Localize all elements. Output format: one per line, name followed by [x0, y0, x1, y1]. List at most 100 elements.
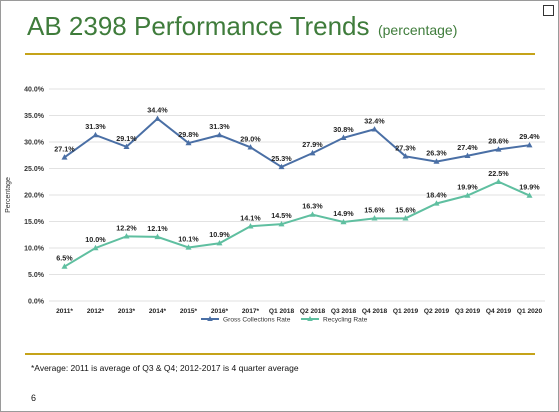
y-tick-label: 35.0% [24, 113, 45, 120]
legend-label: Recycling Rate [323, 317, 368, 324]
x-tick-label: Q4 2019 [486, 308, 512, 315]
data-point [185, 139, 192, 146]
x-tick-label: 2013* [118, 308, 136, 315]
data-label: 27.9% [302, 140, 323, 149]
legend-marker [307, 316, 313, 321]
y-tick-label: 25.0% [24, 166, 45, 173]
data-label: 6.5% [56, 254, 73, 263]
legend-marker [207, 316, 213, 321]
data-point [402, 153, 409, 159]
corner-box [543, 5, 554, 16]
data-point [371, 215, 378, 221]
data-point [402, 215, 409, 221]
data-point [433, 158, 440, 164]
data-label: 27.4% [457, 143, 478, 152]
data-point [340, 134, 347, 140]
data-label: 15.6% [364, 205, 385, 214]
data-point [526, 141, 533, 148]
data-point [216, 240, 223, 246]
y-tick-label: 10.0% [24, 246, 45, 253]
data-label: 30.8% [333, 125, 354, 134]
x-tick-label: 2014* [149, 308, 167, 315]
data-label: 10.1% [178, 234, 199, 243]
data-point [247, 144, 254, 150]
data-point [309, 149, 316, 156]
data-point [433, 200, 440, 206]
data-point [247, 223, 254, 229]
data-label: 12.2% [116, 223, 137, 232]
data-label: 10.9% [209, 230, 230, 239]
x-tick-label: Q3 2019 [455, 308, 481, 315]
data-point [309, 211, 316, 217]
data-point [61, 263, 68, 269]
data-label: 29.1% [116, 134, 137, 143]
x-tick-label: Q2 2019 [424, 308, 450, 315]
y-tick-label: 20.0% [24, 193, 45, 200]
x-tick-label: 2017* [242, 308, 260, 315]
data-point [464, 192, 471, 198]
data-point [495, 178, 502, 184]
data-label: 27.3% [395, 143, 416, 152]
data-label: 15.6% [395, 205, 416, 214]
data-point [154, 115, 161, 121]
x-tick-label: 2015* [180, 308, 198, 315]
data-point [278, 220, 285, 227]
x-tick-label: Q4 2018 [362, 308, 388, 315]
data-point [92, 244, 99, 251]
data-label: 12.1% [147, 224, 168, 233]
data-label: 25.3% [271, 154, 292, 163]
x-tick-label: 2011* [56, 308, 73, 315]
data-label: 18.4% [426, 190, 447, 199]
title-rule [25, 53, 535, 55]
y-tick-label: 0.0% [28, 299, 45, 306]
y-tick-label: 30.0% [24, 140, 45, 147]
data-label: 31.3% [85, 122, 106, 131]
data-label: 14.5% [271, 211, 292, 220]
data-label: 22.5% [488, 169, 509, 178]
data-label: 26.3% [426, 149, 447, 158]
y-tick-label: 15.0% [24, 219, 45, 226]
footnote: *Average: 2011 is average of Q3 & Q4; 20… [31, 363, 299, 373]
slide-title: AB 2398 Performance Trends [27, 11, 370, 41]
title-row: AB 2398 Performance Trends (percentage) [27, 11, 457, 42]
data-label: 29.0% [240, 134, 261, 143]
data-point [92, 131, 99, 138]
slide-subtitle: (percentage) [377, 22, 458, 38]
data-point [123, 233, 130, 239]
data-label: 31.3% [209, 122, 230, 131]
performance-line-chart: 0.0% 5.0% 10.0% 15.0% 20.0% 25.0% 30.0% 35.0% 40… [5, 87, 545, 324]
data-label: 32.4% [364, 116, 385, 125]
footnote-rule [25, 353, 535, 355]
data-label: 34.4% [147, 106, 168, 115]
data-label: 28.6% [488, 136, 509, 145]
y-axis-title: Percentage [5, 177, 12, 213]
legend-label: Gross Collections Rate [223, 317, 291, 324]
data-point [495, 146, 502, 152]
x-tick-label: Q1 2020 [517, 308, 543, 315]
data-point [340, 218, 347, 225]
data-label: 19.9% [457, 183, 478, 192]
data-point [154, 233, 161, 240]
data-point [216, 131, 223, 138]
data-label: 14.1% [240, 213, 261, 222]
data-label: 27.1% [54, 144, 75, 153]
x-tick-label: Q2 2018 [300, 308, 326, 315]
data-point [61, 154, 68, 160]
data-label: 14.9% [333, 209, 354, 218]
data-label: 29.8% [178, 130, 199, 139]
data-point [371, 126, 378, 132]
data-point [464, 152, 471, 158]
data-point [123, 143, 130, 149]
x-tick-label: 2016* [211, 308, 229, 315]
data-point [526, 192, 533, 198]
x-tick-label: Q1 2019 [393, 308, 419, 315]
page-number: 6 [31, 393, 37, 403]
series-line-recycling [63, 180, 530, 268]
data-label: 10.0% [85, 235, 106, 244]
y-tick-label: 5.0% [28, 272, 45, 279]
data-point [185, 244, 192, 250]
x-tick-label: 2012* [87, 308, 105, 315]
data-point [278, 163, 285, 170]
series-line-gross-collections [63, 117, 530, 169]
